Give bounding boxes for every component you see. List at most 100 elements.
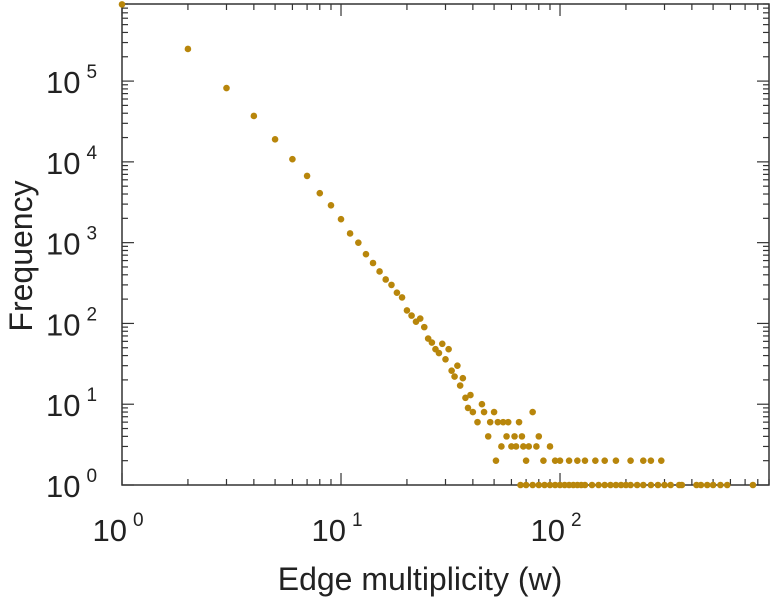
data-point <box>551 481 559 489</box>
data-point <box>520 443 527 450</box>
data-point <box>533 443 540 450</box>
data-point <box>416 315 424 322</box>
plot-frame <box>121 3 770 486</box>
data-point <box>451 373 458 380</box>
x-axis-title: Edge multiplicity (w) <box>278 561 563 597</box>
data-point <box>398 294 406 301</box>
data-point <box>607 481 614 489</box>
data-point <box>459 374 467 382</box>
data-point <box>647 481 655 489</box>
data-point <box>703 481 711 489</box>
data-point <box>484 433 492 440</box>
y-axis-title: Frequency <box>3 180 39 331</box>
data-point <box>535 481 543 489</box>
data-point <box>184 45 192 53</box>
data-point <box>574 457 581 464</box>
data-point <box>478 400 486 408</box>
data-point <box>448 367 455 374</box>
data-point <box>556 457 564 464</box>
data-point <box>492 457 500 464</box>
data-point <box>508 443 515 450</box>
data-point <box>462 394 469 402</box>
data-point <box>362 250 370 258</box>
data-point <box>445 345 452 353</box>
data-point <box>551 457 559 464</box>
data-point <box>612 457 620 464</box>
data-point <box>376 268 383 275</box>
data-point <box>337 215 345 223</box>
data-point <box>511 433 518 440</box>
data-point <box>592 457 599 464</box>
major-ticks <box>121 4 769 486</box>
data-point <box>289 155 296 163</box>
y-tick-label: 10 3 <box>46 224 97 262</box>
data-point <box>595 481 602 489</box>
data-point <box>327 201 335 209</box>
data-point <box>601 481 609 489</box>
data-point <box>435 349 443 357</box>
data-point <box>565 457 573 464</box>
data-point <box>617 481 625 489</box>
data-point <box>512 443 520 450</box>
data-point <box>529 408 536 416</box>
data-point <box>654 481 662 489</box>
data-point <box>540 457 547 464</box>
data-point <box>717 481 724 489</box>
data-point <box>499 418 507 426</box>
data-point <box>469 408 477 416</box>
data-point <box>393 289 401 297</box>
data-point <box>515 418 523 426</box>
data-point <box>601 457 609 464</box>
data-point <box>709 481 717 489</box>
data-point <box>541 481 548 489</box>
data-point <box>498 443 505 450</box>
data-point <box>403 307 411 314</box>
x-tick-label: 10 2 <box>530 510 581 548</box>
data-point <box>503 433 510 440</box>
data-point <box>556 481 564 489</box>
data-point <box>627 457 634 464</box>
data-point <box>494 418 502 426</box>
data-point <box>250 112 258 120</box>
data-point <box>223 84 230 92</box>
data-point <box>522 481 530 489</box>
data-point <box>535 433 543 440</box>
data-point <box>464 404 472 412</box>
data-point <box>697 481 705 489</box>
data-point <box>667 481 674 489</box>
data-point <box>529 481 536 489</box>
data-point <box>678 481 686 489</box>
minor-ticks <box>122 3 770 485</box>
x-tick-label: 10 0 <box>92 510 143 548</box>
data-point <box>303 172 311 180</box>
data-point <box>355 239 362 246</box>
data-point <box>622 481 630 489</box>
data-point <box>442 355 449 363</box>
data-point <box>627 481 634 489</box>
data-point <box>647 457 655 464</box>
x-tick-label: 10 1 <box>311 510 362 548</box>
data-point <box>456 382 464 389</box>
data-point <box>749 481 757 489</box>
data-point <box>518 433 526 440</box>
data-point <box>382 276 390 283</box>
data-point <box>271 136 279 143</box>
data-point <box>346 230 354 237</box>
data-point <box>408 312 415 319</box>
data-point <box>474 418 481 426</box>
data-point <box>504 418 512 426</box>
data-point <box>118 1 126 8</box>
data-point <box>486 418 494 426</box>
data-point <box>467 391 474 399</box>
data-point <box>454 362 461 369</box>
data-point <box>522 457 530 464</box>
data-point <box>612 481 620 489</box>
data-point <box>480 408 488 416</box>
data-point <box>428 339 436 346</box>
data-point <box>316 189 324 197</box>
data-point <box>388 281 395 289</box>
data-point <box>661 481 668 489</box>
data-point <box>723 481 731 489</box>
